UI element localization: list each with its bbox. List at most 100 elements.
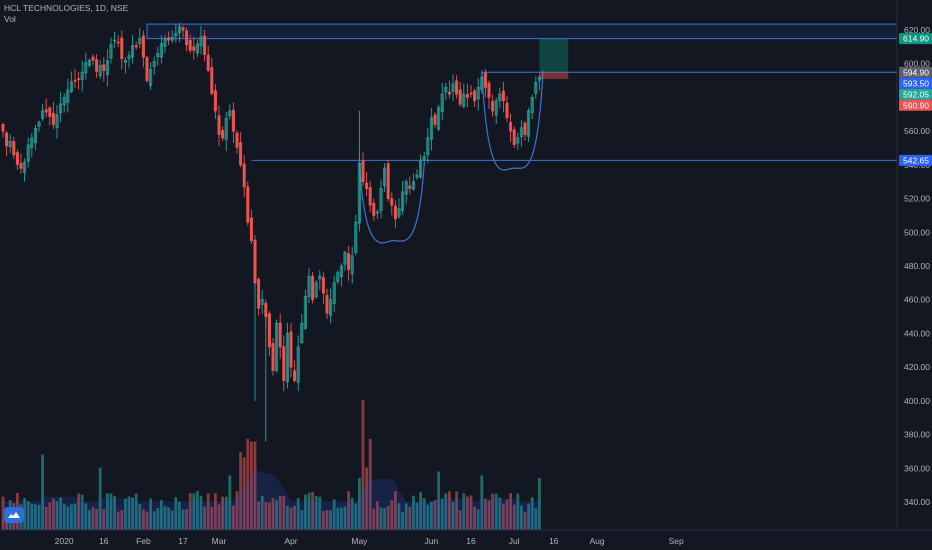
candle [293,360,297,383]
candle [37,120,41,132]
candle [217,105,221,147]
volume-bar [116,511,120,530]
candle [480,71,484,94]
candle [231,102,235,143]
volume-bar [390,500,394,530]
volume-bar [394,491,397,530]
candle [519,119,523,147]
candle [411,173,415,191]
volume-bar [458,510,462,530]
volume-bar [538,478,541,530]
volume-bar [145,511,149,530]
candle [390,192,394,216]
candle-body [408,185,412,189]
volume-bar [422,498,426,530]
candle-body [12,141,16,156]
cup-pattern-curve [481,70,544,171]
volume-bar [455,491,458,530]
volume-bar [440,498,444,530]
candle-body [156,53,160,57]
volume-bar [88,510,91,530]
time-axis[interactable]: 2020 16 Feb 17 Mar Apr May Jun 16 Jul 16 Aug Sep [0,529,932,546]
candle-body [145,57,149,81]
volume-bar [397,503,401,530]
candle [329,288,333,324]
candle [213,83,217,119]
candle-body [195,43,199,54]
chart-drawings[interactable] [146,23,898,244]
candle [401,180,405,215]
candle-body [505,102,509,119]
candle-body [185,30,189,46]
candle [498,88,502,109]
volume-bar [239,452,242,530]
candle [318,270,322,290]
candle [440,82,444,121]
candle-body [224,118,228,140]
volume-bar [152,511,156,530]
volume-indicator-label[interactable]: Vol [4,14,16,24]
candle [181,25,185,38]
position-stop-zone [539,72,569,80]
volume-bar [491,493,494,530]
symbol-line[interactable]: HCL TECHNOLOGIES, 1D, NSE [4,3,129,13]
candle-body [329,299,333,316]
volume-bar [163,506,167,530]
volume-bar [343,506,347,530]
volume-bar [23,497,26,530]
volume-bar [156,507,160,530]
candle-body [138,38,142,45]
candle-body [350,255,354,274]
price-tick-label: 560.00 [904,126,930,136]
volume-bar [120,510,124,530]
volume-bar [260,495,264,530]
candle [167,31,171,45]
volume-bar [134,493,138,530]
volume-bar [448,491,451,530]
candle-body [419,161,423,177]
volume-bar [433,499,437,530]
candle-body [51,112,55,125]
candle [462,83,466,109]
candle [282,335,286,392]
candle-body [523,122,527,135]
price-tag-bg [899,77,932,89]
candle [415,169,419,180]
candle [192,36,196,60]
volume-bar [473,506,476,530]
candle-body [429,117,433,140]
candle-body [167,37,171,41]
candle-body [458,89,462,105]
price-tick-label: 440.00 [904,328,930,338]
chart-header: HCL TECHNOLOGIES, 1D, NSE Vol [4,3,128,25]
candle-body [465,94,469,98]
volume-bar [469,495,473,530]
price-tag: 594.90 [899,66,932,78]
candle [69,71,73,94]
candle [127,51,131,69]
candle-body [80,71,84,81]
volume-bar [188,493,192,530]
candle-body [30,137,34,148]
candle-body [293,370,297,382]
candle [98,59,102,79]
candle [228,104,232,120]
candle [275,319,279,374]
candle-body [483,72,487,88]
candle [239,132,243,168]
candle-body [221,130,225,139]
candle-body [242,163,246,188]
candle [530,94,534,120]
candle-body [177,26,181,34]
candle-body [84,62,88,74]
time-tick-label: Aug [589,536,604,546]
tradingview-logo-icon[interactable] [4,507,24,523]
candle [494,97,498,125]
candle [505,95,509,122]
volume-bar [84,503,88,530]
candle-body [300,322,304,343]
candle [195,39,199,58]
candle [77,71,81,90]
candle-body [527,110,531,137]
